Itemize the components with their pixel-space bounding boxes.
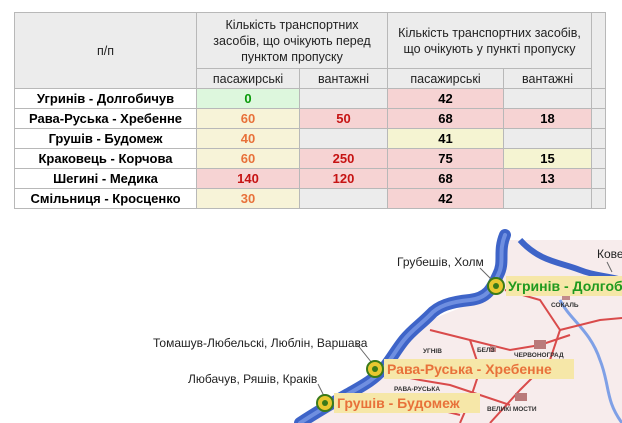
cut-cell: [591, 188, 606, 209]
header-cargo: вантажні: [503, 68, 592, 89]
wait-cargo: 250: [299, 148, 388, 169]
label-tomaszow: Томашув-Любельскі, Люблін, Варшава: [153, 336, 368, 350]
crossing-label-bg: [384, 359, 574, 379]
cut-cell: [591, 168, 606, 189]
table-row: Угринів - Долгобичув 0 42: [14, 88, 606, 109]
wait-cargo: [299, 188, 388, 209]
label-kovel: Кове: [597, 247, 622, 261]
label-velyki-mosty: ВЕЛИКІ МОСТИ: [487, 406, 537, 413]
inside-cargo: 18: [503, 108, 592, 129]
town-marker: [490, 346, 496, 352]
leader-line: [606, 261, 613, 273]
crossing-label-uhryniv[interactable]: Угринів - Долгобичув: [508, 278, 622, 294]
crossing-label-bg: [506, 276, 622, 296]
inside-cargo: [503, 188, 592, 209]
river-bug: [558, 299, 622, 423]
leader-line: [317, 383, 325, 397]
crossing-icon-inner: [322, 400, 328, 406]
cut-cell: [591, 128, 606, 149]
inside-passenger: 41: [387, 128, 504, 149]
inside-passenger: 68: [387, 108, 504, 129]
inside-cargo: 15: [503, 148, 592, 169]
checkpoint-name: Шегині - Медика: [14, 168, 197, 189]
table-row: Грушів - Будомеж 40 41: [14, 128, 606, 149]
wait-passenger: 0: [196, 88, 300, 109]
table-row: Смільниця - Кросценко 30 42: [14, 188, 606, 209]
wait-passenger: 40: [196, 128, 300, 149]
crossing-label-bg: [334, 393, 480, 413]
label-chervonohrad: ЧЕРВОНОГРАД: [514, 352, 564, 359]
town-marker: [515, 393, 527, 401]
crossing-label-hrushiv[interactable]: Грушів - Будомеж: [337, 395, 461, 411]
header-passenger: пасажирські: [196, 68, 300, 89]
inside-passenger: 75: [387, 148, 504, 169]
wait-passenger: 30: [196, 188, 300, 209]
label-uhniv: УГНІВ: [423, 348, 442, 355]
header-index: п/п: [14, 12, 197, 89]
crossing-label-rava[interactable]: Рава-Руська - Хребенне: [387, 361, 552, 377]
inside-cargo: 13: [503, 168, 592, 189]
wait-passenger: 60: [196, 148, 300, 169]
header-waiting-inside: Кількість транспортних засобів, що очіку…: [387, 12, 592, 69]
crossing-icon-inner: [493, 283, 499, 289]
inside-cargo: [503, 88, 592, 109]
inside-passenger: 42: [387, 88, 504, 109]
table-row: Рава-Руська - Хребенне 60 50 68 18: [14, 108, 606, 129]
town-marker: [534, 340, 546, 349]
label-rava: РАВА-РУСЬКА: [394, 386, 440, 393]
wait-cargo: [299, 128, 388, 149]
wait-cargo: 50: [299, 108, 388, 129]
header-cut-column: [591, 12, 606, 89]
wait-cargo: 120: [299, 168, 388, 189]
checkpoint-name: Угринів - Долгобичув: [14, 88, 197, 109]
road: [429, 329, 571, 352]
inside-passenger: 42: [387, 188, 504, 209]
table-row: Краковець - Корчова 60 250 75 15: [14, 148, 606, 169]
header-waiting-before: Кількість транспортних засобів, що очіку…: [196, 12, 388, 69]
road: [559, 317, 622, 331]
label-sokal: СОКАЛЬ: [551, 302, 579, 309]
inside-cargo: [503, 128, 592, 149]
label-hrubieszow: Грубешів, Холм: [397, 255, 484, 269]
checkpoint-name: Краковець - Корчова: [14, 148, 197, 169]
checkpoint-name: Рава-Руська - Хребенне: [14, 108, 197, 129]
checkpoint-name: Грушів - Будомеж: [14, 128, 197, 149]
leader-line: [355, 342, 373, 364]
wait-cargo: [299, 88, 388, 109]
crossing-icon-inner: [372, 366, 378, 372]
inside-passenger: 68: [387, 168, 504, 189]
cut-cell: [591, 108, 606, 129]
header-passenger: пасажирські: [387, 68, 504, 89]
label-belz: БЕЛЗ: [477, 347, 495, 354]
queue-table: п/п Кількість транспортних засобів, що о…: [14, 12, 606, 209]
label-lubaczow: Любачув, Ряшів, Краків: [188, 372, 317, 386]
cut-cell: [591, 88, 606, 109]
wait-passenger: 60: [196, 108, 300, 129]
wait-passenger: 140: [196, 168, 300, 189]
table-row: Шегині - Медика 140 120 68 13: [14, 168, 606, 189]
cut-cell: [591, 148, 606, 169]
header-cargo: вантажні: [299, 68, 388, 89]
checkpoint-name: Смільниця - Кросценко: [14, 188, 197, 209]
